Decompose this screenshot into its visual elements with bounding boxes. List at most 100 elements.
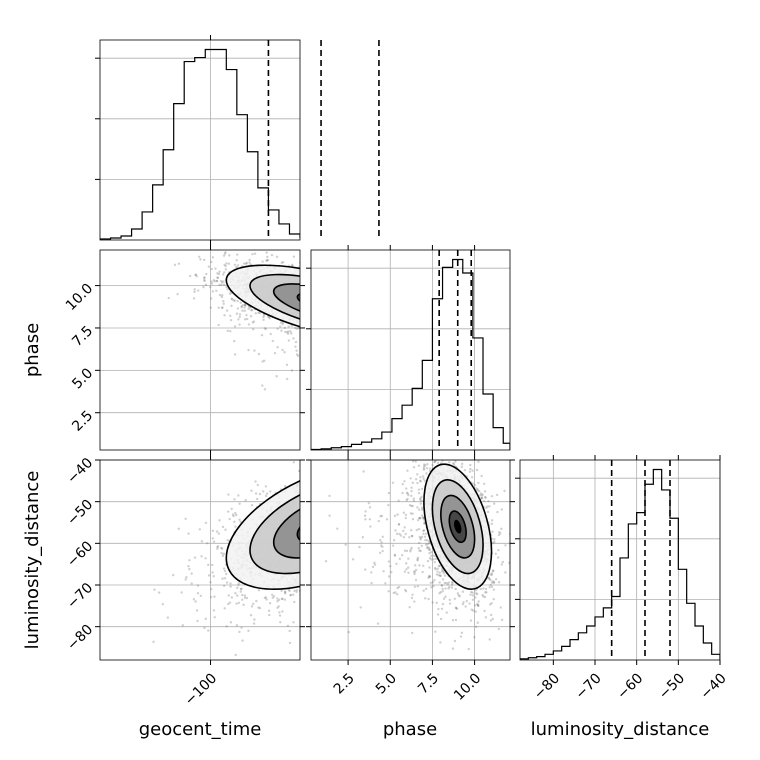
scatter-point — [331, 302, 333, 304]
scatter-point — [305, 491, 307, 493]
scatter-point — [356, 281, 358, 283]
scatter-point — [348, 277, 350, 279]
scatter-point — [363, 333, 365, 335]
scatter-point — [284, 598, 286, 600]
scatter-point — [340, 306, 342, 308]
scatter-point — [342, 538, 344, 540]
scatter-point — [386, 484, 388, 486]
scatter-point — [332, 323, 334, 325]
scatter-point — [388, 534, 390, 536]
scatter-point — [303, 563, 305, 565]
scatter-point — [302, 517, 304, 519]
scatter-point — [361, 299, 363, 301]
scatter-point — [358, 504, 360, 506]
y-tick-label-luminosity_distance-2: −60 — [64, 538, 96, 570]
scatter-point — [335, 305, 337, 307]
scatter-point — [337, 321, 339, 323]
scatter-point — [321, 316, 323, 318]
scatter-point — [350, 522, 352, 524]
scatter-point — [441, 330, 443, 332]
scatter-point — [303, 525, 305, 527]
scatter-point — [352, 323, 354, 325]
scatter-point — [400, 304, 402, 306]
scatter-point — [377, 349, 379, 351]
scatter-point — [399, 413, 401, 415]
scatter-point — [385, 302, 387, 304]
scatter-point — [327, 314, 329, 316]
scatter-point — [341, 292, 343, 294]
scatter-point — [349, 521, 351, 523]
scatter-point — [332, 521, 334, 523]
scatter-point — [330, 512, 332, 514]
scatter-point — [326, 312, 328, 314]
scatter-point — [204, 557, 206, 559]
scatter-point — [331, 362, 333, 364]
scatter-point — [358, 317, 360, 319]
scatter-point — [344, 303, 346, 305]
scatter-point — [312, 607, 314, 609]
scatter-point — [301, 539, 303, 541]
scatter-point — [338, 520, 340, 522]
scatter-point — [372, 341, 374, 343]
scatter-point — [326, 298, 328, 300]
scatter-point — [328, 322, 330, 324]
scatter-point — [301, 293, 303, 295]
scatter-point — [336, 313, 338, 315]
scatter-point — [316, 299, 318, 301]
scatter-point — [322, 496, 324, 498]
scatter-point — [341, 558, 343, 560]
scatter-point — [332, 289, 334, 291]
scatter-point — [382, 310, 384, 312]
scatter-point — [328, 502, 330, 504]
scatter-point — [352, 344, 354, 346]
scatter-point — [395, 509, 397, 511]
scatter-point — [265, 495, 267, 497]
scatter-point — [304, 301, 306, 303]
scatter-point — [367, 306, 369, 308]
scatter-point — [395, 319, 397, 321]
scatter-point — [337, 315, 339, 317]
scatter-point — [317, 318, 319, 320]
scatter-point — [392, 307, 394, 309]
scatter-point — [237, 318, 239, 320]
scatter-point — [419, 317, 421, 319]
scatter-point — [347, 316, 349, 318]
scatter-point — [303, 304, 305, 306]
scatter-point — [387, 524, 389, 526]
scatter-point — [358, 483, 360, 485]
scatter-point — [370, 549, 372, 551]
scatter-point — [331, 315, 333, 317]
x-tick-label-luminosity_distance-4: −40 — [698, 670, 730, 702]
scatter-point — [344, 318, 346, 320]
scatter-point — [350, 515, 352, 517]
scatter-point — [334, 320, 336, 322]
scatter-point — [405, 335, 407, 337]
scatter-point — [332, 524, 334, 526]
scatter-point — [216, 530, 218, 532]
scatter-point — [337, 508, 339, 510]
scatter-point — [368, 478, 370, 480]
scatter-point — [313, 505, 315, 507]
scatter-point — [326, 529, 328, 531]
scatter-point — [193, 297, 195, 299]
scatter-point — [174, 264, 176, 266]
scatter-point — [295, 349, 297, 351]
scatter-point — [314, 570, 316, 572]
scatter-point — [335, 286, 337, 288]
scatter-point — [331, 330, 333, 332]
scatter-point — [376, 537, 378, 539]
scatter-point — [352, 326, 354, 328]
scatter-point — [360, 518, 362, 520]
scatter-point — [329, 306, 331, 308]
scatter-point — [323, 549, 325, 551]
scatter-point — [328, 529, 330, 531]
scatter-point — [342, 499, 344, 501]
scatter-point — [349, 493, 351, 495]
scatter-point — [355, 310, 357, 312]
scatter-point — [341, 560, 343, 562]
scatter-point — [308, 303, 310, 305]
scatter-point — [302, 480, 304, 482]
scatter-point — [320, 537, 322, 539]
scatter-point — [313, 315, 315, 317]
scatter-point — [304, 537, 306, 539]
